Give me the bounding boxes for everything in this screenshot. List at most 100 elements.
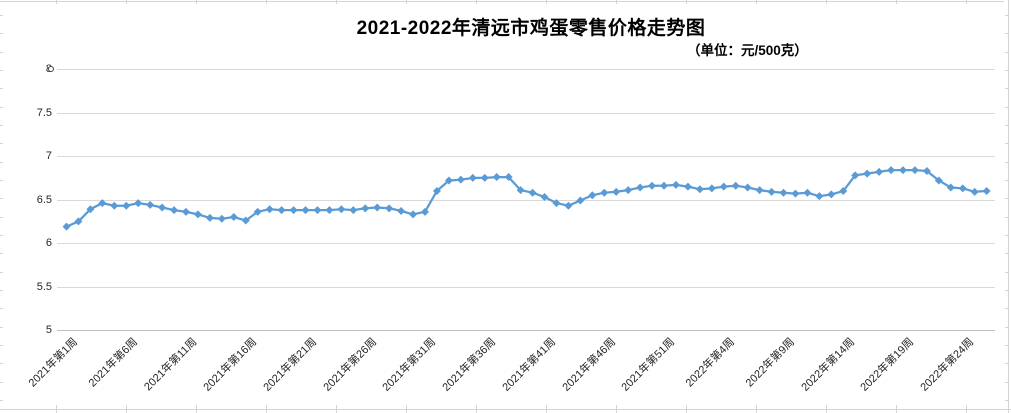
sheet-gridline — [1005, 124, 1008, 126]
data-point-marker — [540, 193, 549, 202]
sheet-gridline — [1005, 88, 1008, 90]
data-point-marker — [409, 210, 418, 219]
sheet-gridline — [686, 0, 687, 4]
data-point-marker — [982, 186, 991, 195]
sheet-gridline — [966, 405, 967, 413]
data-point-marker — [205, 213, 214, 222]
data-point-marker — [803, 188, 812, 197]
sheet-gridline — [616, 0, 617, 4]
sheet-gridline — [476, 405, 477, 413]
sheet-gridline — [406, 405, 407, 413]
data-point-marker — [624, 186, 633, 195]
sheet-gridline — [1005, 198, 1008, 200]
data-point-marker — [361, 204, 370, 213]
data-point-marker — [970, 187, 979, 196]
sheet-gridline — [1005, 106, 1008, 108]
chart-title: 2021-2022年清远市鸡蛋零售价格走势图 — [356, 18, 706, 39]
data-point-marker — [910, 166, 919, 175]
data-point-marker — [74, 217, 83, 226]
gridline — [57, 156, 995, 158]
data-point-marker — [229, 213, 238, 222]
data-point-marker — [86, 205, 95, 214]
sheet-gridline — [1005, 344, 1008, 346]
sheet-gridline — [0, 271, 3, 273]
sheet-gridline — [1005, 234, 1008, 236]
data-point-marker — [648, 181, 657, 190]
data-point-marker — [899, 166, 907, 175]
sheet-gridline — [0, 253, 3, 255]
y-axis-tick-label: 6.5 — [36, 193, 52, 206]
sheet-gridline — [1005, 381, 1008, 383]
y-axis-tick-label: 6 — [45, 237, 52, 250]
sheet-gridline — [126, 405, 127, 413]
sheet-gridline — [1005, 15, 1008, 16]
sheet-gridline — [686, 405, 687, 413]
y-axis-tick-label: 7 — [45, 150, 52, 163]
data-point-marker — [134, 199, 143, 208]
y-axis-tick-label: 7.5 — [36, 106, 52, 119]
data-point-marker — [600, 188, 609, 197]
sheet-gridline — [0, 198, 3, 200]
sheet-gridline — [0, 106, 3, 108]
sheet-gridline — [1005, 308, 1008, 310]
sheet-gridline — [196, 0, 197, 4]
sheet-gridline — [0, 161, 3, 163]
sheet-gridline — [0, 124, 3, 126]
sheet-gridline — [1005, 363, 1008, 365]
data-point-marker — [373, 203, 382, 212]
data-point-marker — [146, 200, 155, 209]
data-point-marker — [110, 201, 119, 210]
data-point-marker — [193, 210, 202, 219]
data-point-marker — [62, 222, 71, 231]
selection-handle-dot — [48, 66, 54, 72]
sheet-gridline — [0, 88, 3, 90]
sheet-gridline — [756, 0, 757, 4]
sheet-gridline — [0, 216, 3, 218]
gridline — [57, 112, 995, 114]
data-point-marker — [98, 199, 107, 208]
data-point-marker — [719, 182, 728, 191]
data-point-marker — [815, 192, 824, 201]
data-point-marker — [170, 206, 179, 215]
sheet-gridline — [616, 405, 617, 413]
sheet-gridline — [476, 0, 477, 4]
sheet-gridline — [546, 0, 547, 4]
data-point-marker — [839, 186, 848, 195]
data-point-marker — [349, 206, 358, 215]
gridline — [57, 199, 995, 201]
sheet-gridline — [1005, 143, 1008, 145]
data-point-marker — [277, 206, 286, 215]
sheet-gridline — [0, 363, 3, 365]
sheet-gridline — [0, 381, 3, 383]
data-point-marker — [660, 181, 668, 190]
sheet-gridline — [0, 326, 3, 328]
data-point-marker — [863, 169, 872, 178]
data-point-marker — [337, 205, 346, 214]
data-point-marker — [576, 196, 585, 205]
data-point-marker — [946, 183, 955, 192]
data-point-marker — [313, 206, 322, 215]
sheet-gridline — [0, 69, 3, 71]
data-point-marker — [182, 207, 190, 216]
data-point-marker — [671, 180, 680, 189]
sheet-gridline — [1005, 271, 1008, 273]
sheet-gridline — [56, 0, 57, 4]
sheet-gridline — [1008, 0, 1009, 413]
sheet-gridline — [196, 405, 197, 413]
sheet-gridline — [1005, 33, 1008, 35]
data-point-marker — [456, 175, 465, 184]
sheet-gridline — [0, 344, 3, 346]
data-point-marker — [636, 183, 645, 192]
gridline — [57, 69, 995, 71]
sheet-gridline — [0, 15, 3, 16]
sheet-gridline — [0, 51, 3, 53]
data-point-marker — [492, 173, 501, 182]
sheet-gridline — [896, 405, 897, 413]
sheet-gridline — [0, 179, 3, 181]
data-point-marker — [958, 184, 967, 193]
data-point-marker — [612, 187, 621, 196]
sheet-gridline — [56, 405, 57, 413]
data-point-marker — [253, 207, 262, 216]
